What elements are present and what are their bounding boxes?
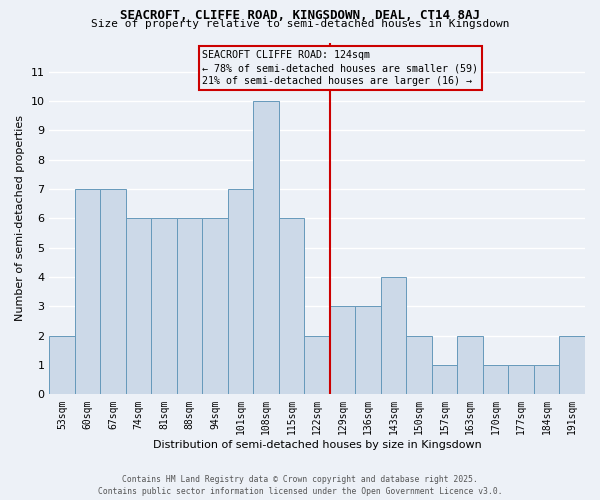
Bar [355,306,381,394]
Bar [202,218,228,394]
Bar [253,101,279,394]
Bar [100,189,126,394]
Bar [279,218,304,394]
Bar [177,218,202,394]
X-axis label: Distribution of semi-detached houses by size in Kingsdown: Distribution of semi-detached houses by … [153,440,482,450]
Y-axis label: Number of semi-detached properties: Number of semi-detached properties [15,116,25,322]
Bar [126,218,151,394]
Bar [381,277,406,394]
Bar [304,336,330,394]
Text: SEACROFT CLIFFE ROAD: 124sqm
← 78% of semi-detached houses are smaller (59)
21% : SEACROFT CLIFFE ROAD: 124sqm ← 78% of se… [202,50,478,86]
Bar [457,336,483,394]
Text: Size of property relative to semi-detached houses in Kingsdown: Size of property relative to semi-detach… [91,19,509,29]
Bar [151,218,177,394]
Bar [406,336,432,394]
Bar [330,306,355,394]
Bar [228,189,253,394]
Bar [432,365,457,394]
Text: SEACROFT, CLIFFE ROAD, KINGSDOWN, DEAL, CT14 8AJ: SEACROFT, CLIFFE ROAD, KINGSDOWN, DEAL, … [120,9,480,22]
Bar [559,336,585,394]
Bar [508,365,534,394]
Bar [483,365,508,394]
Text: Contains HM Land Registry data © Crown copyright and database right 2025.
Contai: Contains HM Land Registry data © Crown c… [98,475,502,496]
Bar [534,365,559,394]
Bar [49,336,75,394]
Bar [75,189,100,394]
